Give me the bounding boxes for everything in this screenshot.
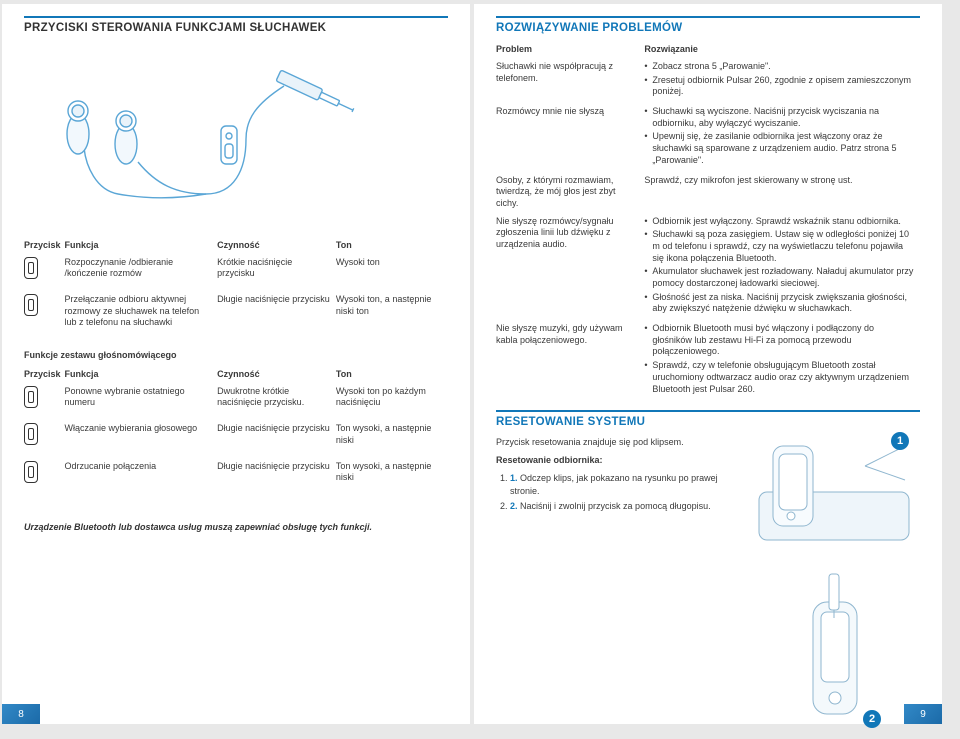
troubleshooting-table: Problem Rozwiązanie Słuchawki nie współp… xyxy=(496,42,920,400)
button-pill-icon xyxy=(24,386,38,408)
page-number: 9 xyxy=(920,709,926,720)
earphones-illustration xyxy=(24,44,448,229)
page-right: ROZWIĄZYWANIE PROBLEMÓW Problem Rozwiąza… xyxy=(474,4,942,724)
button-pill-icon xyxy=(24,423,38,445)
reset-subheading: Resetowanie odbiornika: xyxy=(496,454,736,466)
heading-controls: PRZYCISKI STEROWANIA FUNKCJAMI SŁUCHAWEK xyxy=(24,16,448,34)
th-problem: Problem xyxy=(496,42,644,58)
controls-table-2: Przycisk Funkcja Czynność Ton Ponowne wy… xyxy=(24,366,448,494)
solution-list: Słuchawki są wyciszone. Naciśnij przycis… xyxy=(644,106,914,166)
table-row: Słuchawki nie współpracują z telefonem. … xyxy=(496,58,920,103)
device-pen-illustration xyxy=(795,572,875,722)
list-item: 2. Naciśnij i zwolnij przycisk za pomocą… xyxy=(510,500,736,512)
page-number-bar: 9 xyxy=(904,704,942,724)
page-number: 8 xyxy=(18,709,24,720)
reset-steps: 1. Odczep klips, jak pokazano na rysunku… xyxy=(496,472,736,511)
subheading-speakerphone: Funkcje zestawu głośnomówiącego xyxy=(24,350,448,360)
table-row: Ponowne wybranie ostatniego numeru Dwukr… xyxy=(24,382,448,419)
reset-illustrations: 1 2 xyxy=(750,436,920,724)
reset-section: Przycisk resetowania znajduje się pod kl… xyxy=(496,436,920,724)
footnote: Urządzenie Bluetooth lub dostawca usług … xyxy=(24,522,448,534)
th-czynnosc: Czynność xyxy=(217,237,336,253)
table-row: Rozmówcy mnie nie słyszą Słuchawki są wy… xyxy=(496,103,920,171)
button-pill-icon xyxy=(24,294,38,316)
th-przycisk: Przycisk xyxy=(24,237,65,253)
reset-intro: Przycisk resetowania znajduje się pod kl… xyxy=(496,436,736,448)
solution-list: Odbiornik Bluetooth musi być włączony i … xyxy=(644,323,914,395)
button-pill-icon xyxy=(24,461,38,483)
page-number-bar: 8 xyxy=(2,704,40,724)
th-funkcja: Funkcja xyxy=(65,237,218,253)
table-row: Odrzucanie połączenia Długie naciśnięcie… xyxy=(24,457,448,494)
table-row: Nie słyszę muzyki, gdy używam kabla połą… xyxy=(496,320,920,400)
th-solution: Rozwiązanie xyxy=(644,42,920,58)
table-row: Rozpoczynanie /odbieranie /kończenie roz… xyxy=(24,253,448,290)
solution-list: Zobacz strona 5 „Parowanie". Zresetuj od… xyxy=(644,61,914,98)
table-row: Nie słyszę rozmówcy/sygnału zgłoszenia l… xyxy=(496,213,920,321)
th-ton: Ton xyxy=(336,237,448,253)
device-clip-illustration xyxy=(755,436,915,546)
button-pill-icon xyxy=(24,257,38,279)
heading-reset: RESETOWANIE SYSTEMU xyxy=(496,410,920,428)
heading-troubleshooting: ROZWIĄZYWANIE PROBLEMÓW xyxy=(496,16,920,34)
table-row: Włączanie wybierania głosowego Długie na… xyxy=(24,419,448,456)
list-item: 1. Odczep klips, jak pokazano na rysunku… xyxy=(510,472,736,496)
page-left: PRZYCISKI STEROWANIA FUNKCJAMI SŁUCHAWEK xyxy=(2,4,470,724)
controls-table-1: Przycisk Funkcja Czynność Ton Rozpoczyna… xyxy=(24,237,448,336)
table-row: Osoby, z którymi rozmawiam, twierdzą, że… xyxy=(496,172,920,213)
callout-badge: 2 xyxy=(863,710,881,728)
table-row: Przełączanie odbioru aktywnej rozmowy ze… xyxy=(24,290,448,336)
solution-list: Odbiornik jest wyłączony. Sprawdź wskaźn… xyxy=(644,216,914,316)
